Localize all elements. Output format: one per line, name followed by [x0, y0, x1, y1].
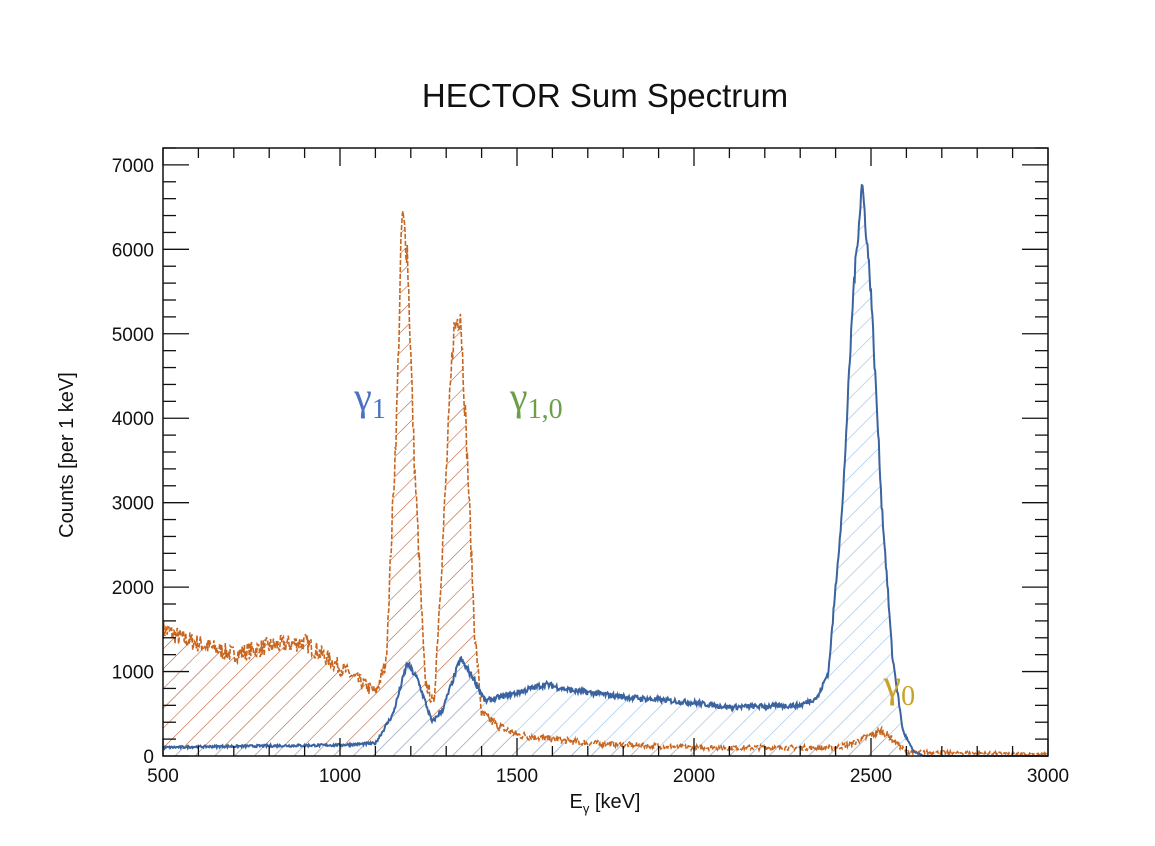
- chart-title: HECTOR Sum Spectrum: [422, 77, 788, 114]
- y-tick-label: 0: [143, 747, 154, 768]
- peak-label: γ1,0: [509, 374, 563, 425]
- sum-fill: [163, 185, 1048, 756]
- x-tick-label: 500: [147, 766, 179, 787]
- peak-label: γ0: [882, 661, 915, 712]
- sum-spectrum-line: [162, 183, 1048, 758]
- y-tick-label: 5000: [112, 325, 154, 346]
- x-tick-label: 1000: [319, 766, 361, 787]
- y-axis-label: Counts [per 1 keV]: [56, 372, 78, 538]
- y-tick-label: 1000: [112, 663, 154, 684]
- individual-spectrum-line: [162, 210, 1049, 758]
- x-tick-label: 2500: [850, 766, 892, 787]
- y-tick-label: 7000: [112, 156, 154, 177]
- peak-label: γ1: [353, 374, 386, 425]
- y-tick-label: 2000: [112, 578, 154, 599]
- individual-fill: [163, 211, 1048, 757]
- x-tick-label: 2000: [673, 766, 715, 787]
- x-axis-label: Eγ [keV]: [570, 791, 641, 816]
- y-tick-label: 6000: [112, 240, 154, 261]
- x-tick-label: 3000: [1027, 766, 1069, 787]
- x-tick-label: 1500: [496, 766, 538, 787]
- y-tick-label: 3000: [112, 494, 154, 515]
- y-tick-label: 4000: [112, 409, 154, 430]
